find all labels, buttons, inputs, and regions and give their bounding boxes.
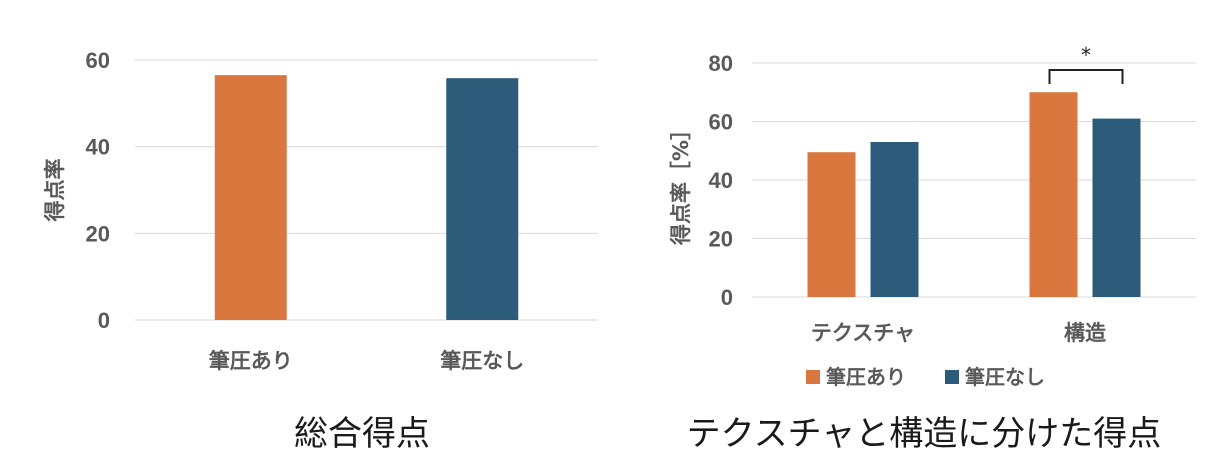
- chart1-y-tick-label: 40: [86, 135, 110, 160]
- chart2-y-ticks: 0 20 40 60 80: [709, 51, 733, 310]
- chart2-category-label: テクスチャ: [811, 321, 915, 345]
- chart2-bar: [1029, 92, 1078, 297]
- chart2-title: テクスチャと構造に分けた得点: [687, 414, 1162, 454]
- chart1-bar: [214, 75, 287, 321]
- chart1-y-ticks: 0 20 40 60: [86, 48, 110, 333]
- chart1-category-label: 筆圧あり: [209, 349, 293, 373]
- chart2-y-tick-label: 20: [709, 227, 733, 252]
- chart2-bar: [807, 152, 856, 297]
- chart1-y-tick-label: 60: [86, 48, 110, 73]
- overall-score-chart: 0 20 40 60 筆圧あり 筆圧なし 得点率 総合得点: [43, 48, 598, 454]
- chart2-category-labels: テクスチャ 構造: [811, 321, 1107, 345]
- chart2-y-tick-label: 0: [721, 285, 733, 310]
- chart2-y-tick-label: 80: [709, 51, 733, 76]
- legend-label-with-pressure: 筆圧あり: [826, 365, 906, 389]
- chart1-y-tick-label: 0: [98, 308, 110, 333]
- chart2-bars: [807, 92, 1141, 297]
- chart2-bar: [1092, 118, 1141, 297]
- significance-bracket: [1048, 69, 1124, 84]
- chart2-significance-annotation: *: [1048, 43, 1124, 84]
- chart2-y-tick-label: 40: [709, 168, 733, 193]
- significance-star: *: [1081, 43, 1091, 67]
- chart1-bar: [446, 78, 519, 320]
- chart1-y-tick-label: 20: [86, 221, 110, 246]
- texture-structure-score-chart: 0 20 40 60 80 テクスチャ 構造 * 得点率［%］ 筆圧あり 筆圧なし テクス…: [669, 43, 1196, 454]
- chart1-title: 総合得点: [294, 414, 430, 454]
- chart1-y-axis-label: 得点率: [43, 159, 67, 223]
- chart1-bars: [214, 75, 519, 321]
- legend-label-without-pressure: 筆圧なし: [965, 365, 1045, 389]
- chart1-gridlines: [135, 59, 598, 321]
- chart2-y-axis-label: 得点率［%］: [669, 119, 693, 246]
- chart2-category-label: 構造: [1064, 321, 1107, 345]
- chart2-legend: 筆圧あり 筆圧なし: [806, 365, 1045, 389]
- chart2-y-tick-label: 60: [709, 110, 733, 135]
- chart1-category-labels: 筆圧あり 筆圧なし: [209, 349, 525, 373]
- chart1-category-label: 筆圧なし: [440, 349, 524, 373]
- legend-swatch-with-pressure: [806, 370, 820, 384]
- legend-swatch-without-pressure: [945, 370, 959, 384]
- chart2-bar: [870, 141, 919, 297]
